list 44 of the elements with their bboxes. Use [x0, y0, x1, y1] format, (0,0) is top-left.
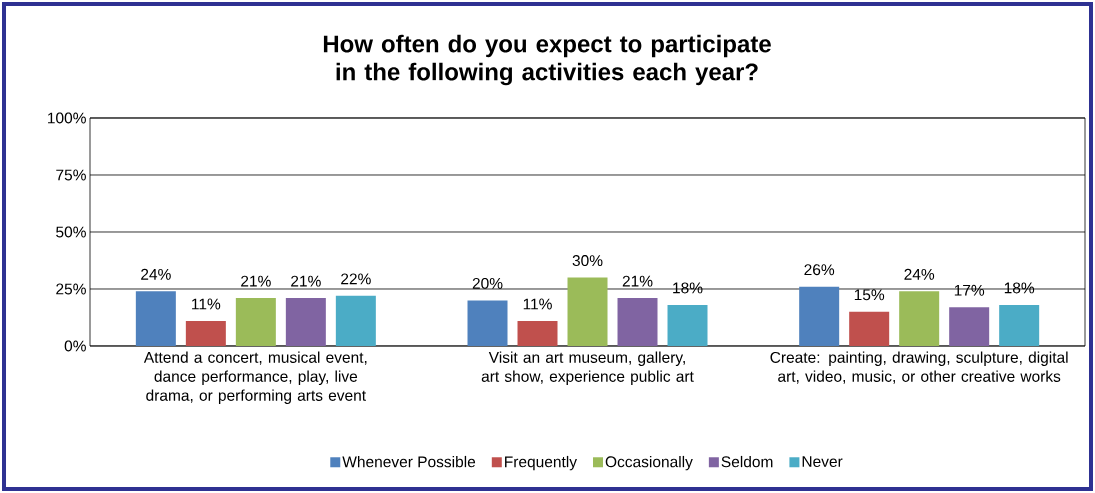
x-tick-label: Visit an art museum, gallery, art show, experience public art: [481, 351, 694, 385]
y-tick-label: 25%: [56, 283, 86, 295]
legend-label: Whenever Possible: [342, 455, 476, 468]
y-tick-label: 100%: [48, 112, 86, 124]
data-label: 20%: [472, 277, 503, 289]
legend-label: Never: [802, 456, 843, 468]
legend-label: Occasionally: [605, 455, 693, 471]
data-label: 17%: [954, 284, 985, 296]
bar: [235, 298, 276, 346]
data-label: 18%: [673, 282, 703, 294]
data-label: 22%: [341, 273, 371, 285]
data-label: 15%: [854, 289, 885, 301]
bar: [335, 295, 376, 346]
data-label: 24%: [904, 268, 935, 280]
bar: [467, 300, 508, 346]
data-label: 26%: [804, 264, 835, 276]
bar: [849, 311, 890, 346]
bar: [285, 298, 326, 346]
bar: [899, 291, 940, 346]
y-tick-label: 0%: [64, 340, 86, 352]
data-label: 11%: [192, 298, 221, 310]
bar: [667, 304, 708, 346]
bar: [617, 298, 658, 346]
x-tick-label: Attend a concert, musical event, dance performance, play, live drama, or performing arts event: [143, 351, 367, 404]
x-tick-label: Create: painting, drawing, sculpture, digital art, video, music, or other creative works: [770, 351, 1068, 384]
data-label: 21%: [291, 275, 321, 287]
bar: [517, 320, 558, 346]
bar: [135, 291, 176, 346]
bar: [999, 304, 1040, 346]
bar: [949, 307, 990, 346]
y-tick-label: 75%: [56, 169, 86, 181]
bar: [567, 277, 608, 346]
y-tick-label: 50%: [56, 226, 86, 238]
data-label: 30%: [572, 255, 603, 267]
bar: [799, 286, 840, 346]
bar: [185, 320, 226, 346]
chart-title: How often do you expect to participate in the following activities each year?: [323, 34, 771, 86]
data-label: 24%: [141, 268, 171, 280]
data-label: 21%: [241, 275, 271, 287]
data-label: 11%: [523, 298, 552, 310]
legend-label: Frequently: [505, 455, 577, 471]
data-label: 21%: [622, 275, 653, 287]
legend-label: Seldom: [721, 455, 773, 468]
data-label: 18%: [1004, 282, 1035, 294]
